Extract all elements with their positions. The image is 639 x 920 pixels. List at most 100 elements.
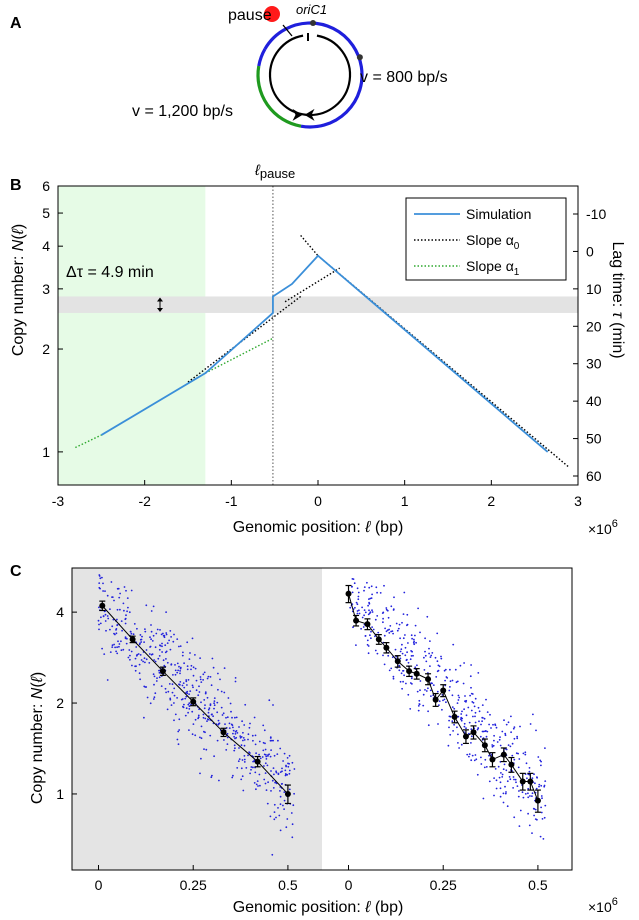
c-scatter-point	[424, 650, 426, 653]
fork-right-path	[306, 34, 352, 117]
c-scatter-point	[471, 754, 474, 757]
c-scatter-point	[98, 623, 100, 626]
c-scatter-point	[186, 668, 189, 671]
c-scatter-point	[210, 776, 213, 779]
c-scatter-point	[449, 668, 451, 671]
c-scatter-point	[443, 669, 446, 672]
c-scatter-point	[470, 742, 472, 744]
c-binned-mean-point	[534, 797, 541, 804]
c-scatter-point	[470, 664, 472, 666]
b-x-tick-label: 1	[401, 493, 409, 509]
c-scatter-point	[240, 778, 243, 781]
c-scatter-point	[176, 638, 179, 640]
c-scatter-point	[360, 627, 362, 630]
c-scatter-point	[451, 720, 454, 723]
c-binned-mean-point	[190, 698, 197, 705]
c-scatter-point	[249, 752, 251, 754]
c-scatter-point	[424, 637, 426, 640]
c-scatter-point	[279, 795, 282, 798]
c-scatter-point	[250, 766, 253, 768]
c-scatter-point	[192, 666, 195, 669]
c-scatter-point	[405, 659, 408, 662]
c-scatter-point	[512, 727, 515, 730]
c-scatter-point	[169, 698, 172, 701]
c-scatter-point	[118, 596, 121, 599]
c-scatter-point	[474, 711, 477, 714]
c-scatter-point	[235, 730, 238, 732]
c-scatter-point	[265, 755, 268, 758]
c-scatter-point	[513, 816, 516, 819]
c-scatter-point	[275, 816, 277, 819]
c-scatter-point	[291, 836, 294, 839]
b-x-tick-label: -3	[52, 493, 65, 509]
c-scatter-point	[120, 649, 123, 652]
c-scatter-point	[525, 762, 528, 765]
c-scatter-point	[165, 632, 168, 634]
slope-alpha1-segment-1	[205, 337, 274, 374]
c-scatter-point	[238, 726, 240, 728]
c-scatter-point	[128, 649, 131, 651]
c-scatter-point	[248, 726, 251, 729]
c-scatter-point	[232, 774, 234, 777]
c-scatter-point	[473, 759, 476, 762]
slope-alpha0-segment-1	[284, 267, 341, 303]
c-scatter-point	[188, 658, 191, 660]
c-scatter-point	[401, 687, 403, 690]
c-scatter-point	[263, 778, 266, 781]
c-scatter-point	[217, 672, 219, 675]
c-binned-mean-point	[413, 670, 420, 677]
c-scatter-point	[398, 669, 401, 672]
c-scatter-point	[184, 714, 187, 717]
c-scatter-point	[449, 680, 452, 683]
c-scatter-point	[198, 685, 200, 688]
slope-alpha1-segment-0	[75, 434, 102, 449]
c-scatter-point	[116, 608, 119, 611]
c-scatter-point	[189, 690, 192, 692]
c-scatter-point	[460, 743, 463, 746]
c-scatter-point	[149, 702, 152, 705]
c-scatter-point	[512, 787, 514, 789]
c-scatter-point	[154, 692, 157, 695]
c-scatter-point	[538, 783, 541, 786]
c-scatter-point	[514, 778, 517, 781]
c-scatter-point	[109, 608, 111, 611]
c-scatter-point	[143, 716, 145, 719]
c-scatter-point	[428, 652, 430, 655]
c-scatter-point	[430, 695, 432, 697]
c-scatter-point	[375, 586, 378, 589]
c-scatter-point	[430, 654, 433, 657]
c-scatter-point	[413, 643, 416, 646]
pause-label: pause	[228, 7, 272, 24]
c-scatter-point	[285, 765, 287, 768]
c-scatter-point	[125, 642, 128, 645]
c-scatter-point	[178, 665, 180, 668]
c-scatter-point	[413, 640, 415, 643]
c-scatter-point	[288, 772, 291, 775]
c-scatter-point	[510, 715, 512, 718]
c-scatter-point	[247, 733, 250, 736]
c-scatter-point	[284, 769, 287, 772]
c-scatter-point	[401, 652, 404, 655]
c-scatter-point	[145, 604, 148, 607]
c-scatter-point	[503, 719, 505, 722]
panel-c-label: C	[10, 563, 22, 580]
c-scatter-point	[111, 596, 114, 598]
c-scatter-point	[272, 704, 274, 706]
c-scatter-point	[127, 656, 130, 659]
c-scatter-point	[268, 699, 271, 702]
c-scatter-point	[490, 727, 492, 729]
c-scatter-point	[438, 704, 440, 706]
c-scatter-point	[429, 640, 431, 642]
c-scatter-point	[468, 755, 470, 758]
c-scatter-point	[470, 728, 473, 731]
c-scatter-point	[178, 645, 180, 648]
c-scatter-point	[544, 780, 547, 782]
c-scatter-point	[503, 763, 506, 766]
c-scatter-point	[481, 704, 484, 706]
c-scatter-point	[409, 708, 412, 710]
c-scatter-point	[390, 667, 393, 670]
c-scatter-point	[460, 719, 463, 722]
panel-b-y-axis-label: Copy number: N(ℓ)	[10, 224, 27, 356]
c-scatter-point	[140, 638, 143, 641]
c-scatter-point	[172, 674, 174, 676]
